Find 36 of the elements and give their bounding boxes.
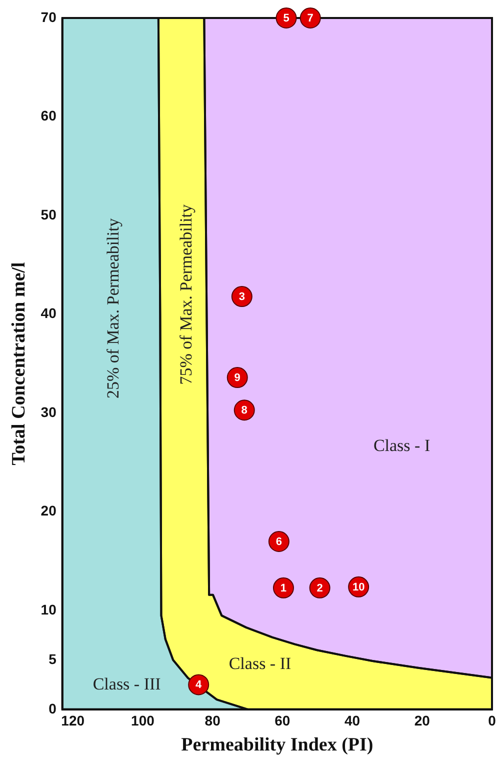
series-label: 8 <box>241 404 248 417</box>
y-tick-label: 5 <box>48 650 57 667</box>
x-tick-label: 60 <box>274 712 290 729</box>
annotation: Class - II <box>228 654 292 673</box>
annotation: Class - I <box>373 436 430 456</box>
y-tick-label: 20 <box>40 502 57 519</box>
y-tick-label: 10 <box>40 601 57 618</box>
annotation: Class - III <box>92 674 162 694</box>
series-label: 4 <box>196 679 203 692</box>
y-tick-label: 50 <box>40 206 57 222</box>
x-tick-label: 0 <box>488 712 496 729</box>
x-tick-label: 120 <box>61 712 85 729</box>
series-label: 6 <box>276 536 282 548</box>
series-label: 2 <box>316 582 323 594</box>
y-tick-label: 30 <box>40 404 57 420</box>
y-tick-label: 60 <box>40 108 57 124</box>
y-tick-label: 70 <box>40 8 57 25</box>
x-tick-label: 20 <box>414 712 430 729</box>
series-label: 5 <box>283 12 290 25</box>
x-tick-label: 40 <box>344 712 360 729</box>
y-tick-label: 40 <box>40 305 57 322</box>
series-label: 10 <box>352 581 365 594</box>
x-tick-label: 100 <box>131 712 155 729</box>
point <box>300 8 321 28</box>
series-label: 7 <box>307 12 314 25</box>
series-label: 3 <box>238 291 245 304</box>
series-label: 1 <box>280 582 287 594</box>
annotation: 25% of Max. Permeability <box>103 218 122 399</box>
series-label: 9 <box>234 372 240 384</box>
y-tick-label: 0 <box>48 700 57 716</box>
point <box>309 577 330 598</box>
annotation: 75% of Max. Permeability <box>176 204 196 385</box>
x-tick-label: 80 <box>204 712 221 729</box>
y-axis-title: Total Concentration me/l <box>8 262 30 466</box>
point <box>272 577 294 598</box>
x-axis-title: Permeability Index (PI) <box>181 734 374 756</box>
